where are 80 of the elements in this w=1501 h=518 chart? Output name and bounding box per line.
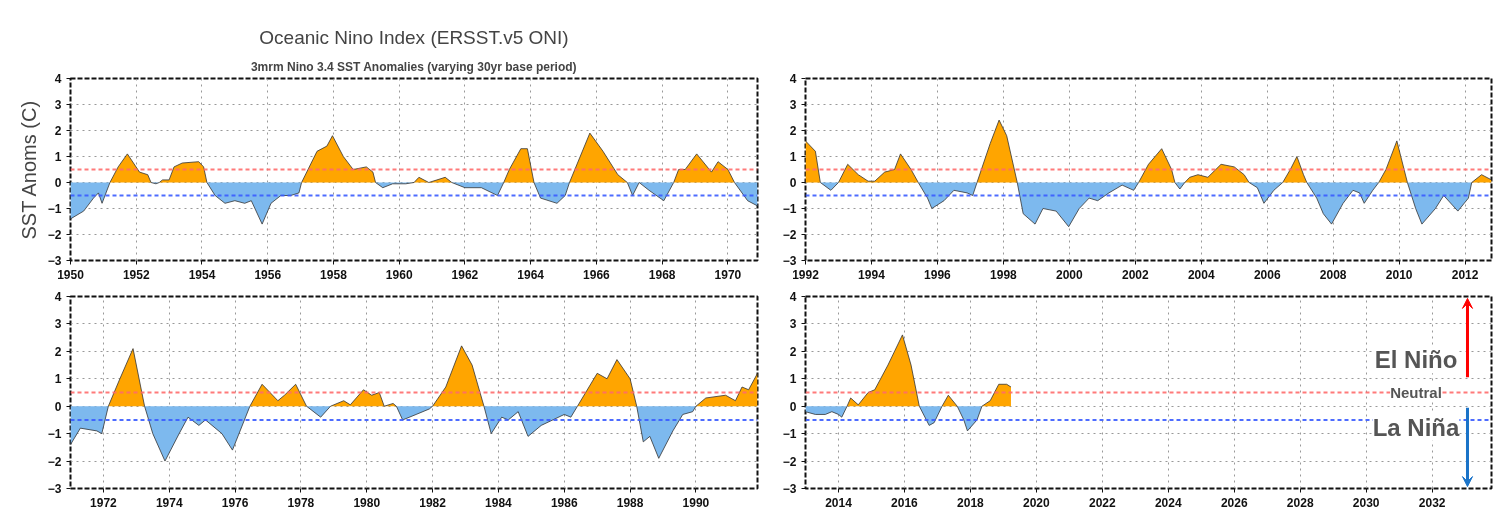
chart-title: Oceanic Nino Index (ERSST.v5 ONI) xyxy=(259,26,569,48)
x-tick-label: 1962 xyxy=(451,267,479,282)
y-tick-label: −1 xyxy=(47,202,62,216)
y-tick-label: −2 xyxy=(47,454,62,469)
x-tick-label: 2030 xyxy=(1352,495,1380,510)
x-tick-label: 1952 xyxy=(122,267,150,282)
x-tick-label: 2004 xyxy=(1187,267,1215,282)
x-tick-label: 2022 xyxy=(1088,495,1116,510)
chart-subtitle: 3mrm Nino 3.4 SST Anomalies (varying 30yr base period) xyxy=(250,59,577,74)
x-tick-label: 1994 xyxy=(858,267,886,282)
y-tick-label: 2 xyxy=(789,124,797,138)
y-tick-label: −2 xyxy=(782,228,797,242)
x-tick-label: 1990 xyxy=(682,495,710,510)
x-tick-label: 1992 xyxy=(792,267,820,282)
x-tick-label: 1996 xyxy=(924,267,952,282)
y-tick-label: 4 xyxy=(789,72,797,86)
x-tick-label: 2002 xyxy=(1121,267,1149,282)
x-tick-label: 2016 xyxy=(891,495,919,510)
y-tick-label: 0 xyxy=(789,399,797,414)
x-tick-label: 2014 xyxy=(825,495,853,510)
x-tick-label: 2020 xyxy=(1023,495,1051,510)
x-tick-label: 2026 xyxy=(1220,495,1248,510)
x-tick-label: 1972 xyxy=(90,495,118,510)
x-tick-label: 1982 xyxy=(419,495,447,510)
x-tick-label: 2018 xyxy=(957,495,985,510)
y-tick-label: 3 xyxy=(789,317,797,332)
x-tick-label: 1956 xyxy=(254,267,282,282)
y-tick-label: 2 xyxy=(789,344,797,359)
y-tick-label: 2 xyxy=(54,124,62,138)
y-tick-label: −3 xyxy=(47,254,62,268)
annotation: La Niña xyxy=(1372,413,1461,441)
annotation: El Niño xyxy=(1374,346,1458,374)
x-tick-label: 1976 xyxy=(221,495,249,510)
x-tick-label: 2010 xyxy=(1385,267,1413,282)
x-tick-label: 1980 xyxy=(353,495,381,510)
x-tick-label: 2008 xyxy=(1319,267,1347,282)
x-tick-label: 1964 xyxy=(517,267,545,282)
y-tick-label: 1 xyxy=(54,150,62,164)
x-tick-label: 1978 xyxy=(287,495,315,510)
x-tick-label: 1968 xyxy=(648,267,676,282)
x-tick-label: 1974 xyxy=(155,495,183,510)
y-tick-label: 3 xyxy=(54,317,62,332)
x-tick-label: 2006 xyxy=(1253,267,1281,282)
y-tick-label: −3 xyxy=(782,254,797,268)
x-tick-label: 1988 xyxy=(616,495,644,510)
y-tick-label: 1 xyxy=(789,150,797,164)
y-tick-label: 1 xyxy=(54,372,62,387)
y-tick-label: −1 xyxy=(47,427,62,442)
y-tick-label: 3 xyxy=(54,98,62,112)
x-tick-label: 1950 xyxy=(57,267,85,282)
x-tick-label: 1966 xyxy=(583,267,611,282)
y-tick-label: 1 xyxy=(789,372,797,387)
x-tick-label: 1998 xyxy=(990,267,1018,282)
x-tick-label: 1986 xyxy=(550,495,578,510)
x-tick-label: 2032 xyxy=(1418,495,1446,510)
x-tick-label: 1958 xyxy=(320,267,348,282)
x-tick-label: 2028 xyxy=(1286,495,1314,510)
annotation: Neutral xyxy=(1390,384,1442,401)
y-axis-title: SST Anoms (C) xyxy=(17,100,40,240)
y-tick-label: 0 xyxy=(54,399,62,414)
y-tick-label: −3 xyxy=(47,482,62,496)
y-tick-label: 4 xyxy=(789,290,797,304)
y-tick-label: 4 xyxy=(54,290,62,304)
x-tick-label: 2012 xyxy=(1451,267,1479,282)
y-tick-label: 2 xyxy=(54,344,62,359)
x-tick-label: 1954 xyxy=(188,267,216,282)
x-tick-label: 1984 xyxy=(485,495,513,510)
x-tick-label: 1970 xyxy=(714,267,742,282)
y-tick-label: 0 xyxy=(789,176,797,190)
y-tick-label: −2 xyxy=(782,454,797,469)
y-tick-label: 3 xyxy=(789,98,797,112)
x-tick-label: 2000 xyxy=(1056,267,1084,282)
y-tick-label: −1 xyxy=(782,202,797,216)
y-tick-label: −1 xyxy=(782,427,797,442)
y-tick-label: −2 xyxy=(47,228,62,242)
x-tick-label: 1960 xyxy=(385,267,413,282)
y-tick-label: 0 xyxy=(54,176,62,190)
y-tick-label: 4 xyxy=(54,72,62,86)
y-tick-label: −3 xyxy=(782,482,797,496)
x-tick-label: 2024 xyxy=(1154,495,1182,510)
